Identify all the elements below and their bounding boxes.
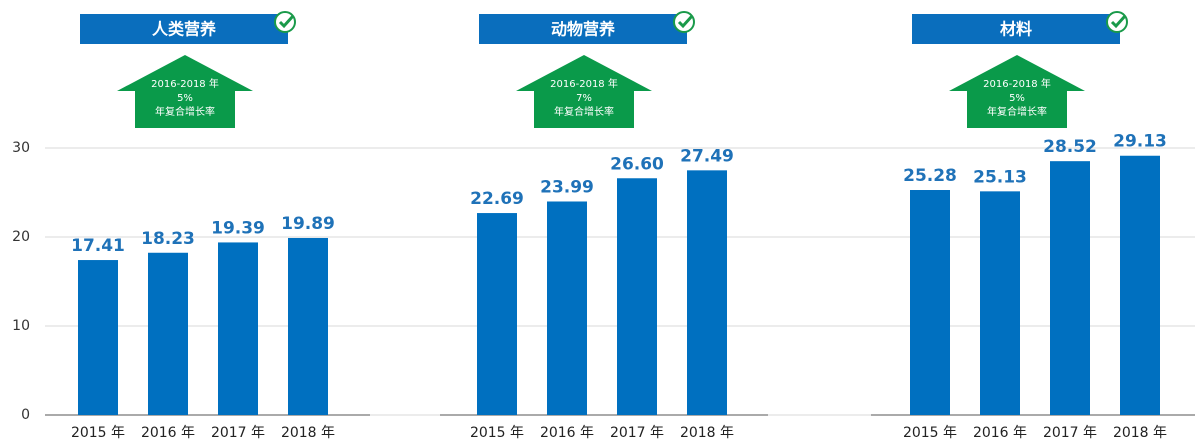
bar xyxy=(148,252,188,415)
x-tick-label: 2017 年 xyxy=(1043,425,1097,441)
growth-rate: 7% xyxy=(576,93,592,104)
y-tick-label: 20 xyxy=(12,229,30,245)
bar xyxy=(78,260,118,415)
title-box xyxy=(80,14,288,44)
growth-rate: 5% xyxy=(1009,93,1025,104)
x-tick-label: 2017 年 xyxy=(211,425,265,441)
x-tick-label: 2018 年 xyxy=(1113,425,1167,441)
x-tick-label: 2016 年 xyxy=(141,425,195,441)
x-tick-label: 2015 年 xyxy=(470,425,524,441)
growth-label: 年复合增长率 xyxy=(987,105,1047,118)
x-tick-label: 2015 年 xyxy=(903,425,957,441)
growth-period: 2016-2018 年 xyxy=(983,77,1051,90)
growth-rate: 5% xyxy=(177,93,193,104)
check-icon xyxy=(274,11,296,33)
value-label: 27.49 xyxy=(680,146,734,166)
title-box xyxy=(912,14,1120,44)
value-label: 26.60 xyxy=(610,154,664,174)
growth-arrow xyxy=(117,55,253,128)
value-label: 25.13 xyxy=(973,167,1027,187)
panel-title: 材料 xyxy=(1000,20,1032,39)
bar xyxy=(218,242,258,415)
x-tick-label: 2015 年 xyxy=(71,425,125,441)
check-mark xyxy=(677,14,694,29)
panel-title: 动物营养 xyxy=(551,20,616,39)
bar xyxy=(687,170,727,415)
x-tick-label: 2017 年 xyxy=(610,425,664,441)
growth-period: 2016-2018 年 xyxy=(151,77,219,90)
bar xyxy=(910,190,950,415)
growth-arrow xyxy=(516,55,652,128)
x-tick-label: 2018 年 xyxy=(281,425,335,441)
value-label: 19.89 xyxy=(281,214,335,234)
value-label: 23.99 xyxy=(540,177,594,197)
check-icon xyxy=(1106,11,1128,33)
x-tick-label: 2018 年 xyxy=(680,425,734,441)
bar xyxy=(288,237,328,415)
value-label: 17.41 xyxy=(71,236,125,256)
check-icon xyxy=(673,11,695,33)
growth-arrow xyxy=(949,55,1085,128)
growth-label: 年复合增长率 xyxy=(554,105,614,118)
bar xyxy=(547,201,587,415)
check-mark xyxy=(278,14,295,29)
bar xyxy=(980,191,1020,415)
value-label: 22.69 xyxy=(470,189,524,209)
value-label: 25.28 xyxy=(903,166,957,186)
value-label: 28.52 xyxy=(1043,137,1097,157)
growth-period: 2016-2018 年 xyxy=(550,77,618,90)
bar xyxy=(1120,155,1160,416)
value-label: 18.23 xyxy=(141,229,195,249)
y-tick-label: 10 xyxy=(12,318,30,334)
value-label: 19.39 xyxy=(211,218,265,238)
panel-title: 人类营养 xyxy=(152,20,217,39)
growth-label: 年复合增长率 xyxy=(155,105,215,118)
bar xyxy=(477,213,517,415)
title-box xyxy=(479,14,687,44)
bar xyxy=(1050,161,1090,415)
y-tick-label: 0 xyxy=(21,407,30,423)
y-tick-label: 30 xyxy=(12,140,30,156)
bar xyxy=(617,178,657,415)
check-mark xyxy=(1110,14,1127,29)
x-tick-label: 2016 年 xyxy=(540,425,594,441)
x-tick-label: 2016 年 xyxy=(973,425,1027,441)
value-label: 29.13 xyxy=(1113,132,1167,152)
